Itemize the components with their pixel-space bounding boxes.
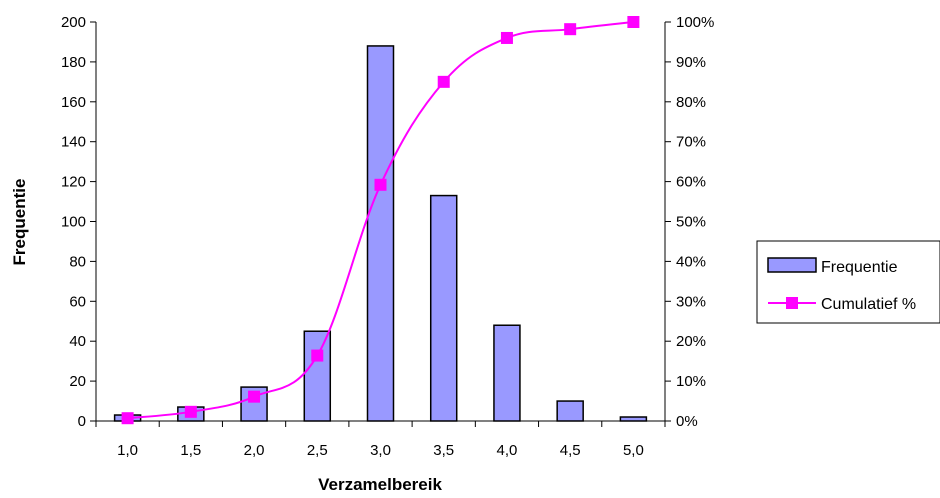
y2-tick-label: 80% <box>676 94 706 111</box>
cumulative-point <box>627 16 640 28</box>
y-tick-label: 140 <box>61 134 86 151</box>
cumulative-point <box>248 390 261 403</box>
cumulative-point <box>374 178 387 191</box>
cumulative-point <box>311 349 324 362</box>
cumulative-point <box>121 412 134 425</box>
y-tick-label: 60 <box>69 293 86 310</box>
y-tick-label: 180 <box>61 54 86 71</box>
cumulative-point <box>437 75 450 88</box>
y-axis-title: Frequentie <box>10 179 29 266</box>
bar <box>303 330 332 422</box>
bar <box>366 45 395 422</box>
legend-swatch-cumulatief-marker <box>786 297 798 309</box>
y-tick-label: 40 <box>69 333 86 350</box>
y-tick-label: 0 <box>78 413 86 430</box>
x-tick-label: 2,5 <box>307 442 328 459</box>
x-tick-label: 1,0 <box>117 442 138 459</box>
y-tick-label: 100 <box>61 214 86 231</box>
y2-tick-label: 100% <box>676 14 714 31</box>
bar <box>619 416 648 422</box>
y2-tick-label: 20% <box>676 333 706 350</box>
x-axis-title: Verzamelbereik <box>318 475 442 494</box>
legend-box <box>756 240 940 324</box>
y-tick-label: 160 <box>61 94 86 111</box>
plot-area: 0 20 40 60 80 100 120 140 160 180 200 0% 10% 20% 30% 40… <box>61 14 714 459</box>
y-tick-label: 200 <box>61 14 86 31</box>
x-tick-label: 3,5 <box>433 442 454 459</box>
bar <box>429 194 458 422</box>
y2-tick-label: 50% <box>676 214 706 231</box>
y2-tick-label: 60% <box>676 174 706 191</box>
y2-tick-label: 30% <box>676 293 706 310</box>
x-tick-label: 4,0 <box>497 442 518 459</box>
bar <box>556 400 584 422</box>
y-tick-label: 120 <box>61 174 86 191</box>
y2-tick-label: 40% <box>676 253 706 270</box>
y2-tick-label: 90% <box>676 54 706 71</box>
x-tick-label: 1,5 <box>180 442 201 459</box>
y-tick-label: 20 <box>69 373 86 390</box>
x-tick-label: 2,0 <box>244 442 265 459</box>
cumulative-point <box>500 31 513 44</box>
legend-swatch-frequentie <box>767 257 817 273</box>
y-tick-label: 80 <box>69 253 86 270</box>
x-tick-label: 5,0 <box>623 442 644 459</box>
cumulative-point <box>184 405 197 418</box>
legend: Frequentie Cumulatief % <box>756 240 940 324</box>
legend-label-frequentie: Frequentie <box>821 259 898 276</box>
y2-tick-label: 10% <box>676 373 706 390</box>
x-tick-label: 4,5 <box>560 442 581 459</box>
y2-tick-label: 0% <box>676 413 698 430</box>
bar <box>493 324 521 422</box>
y2-tick-label: 70% <box>676 134 706 151</box>
legend-label-cumulatief: Cumulatief % <box>821 296 916 313</box>
cumulative-point <box>564 23 577 36</box>
x-tick-label: 3,0 <box>370 442 391 459</box>
